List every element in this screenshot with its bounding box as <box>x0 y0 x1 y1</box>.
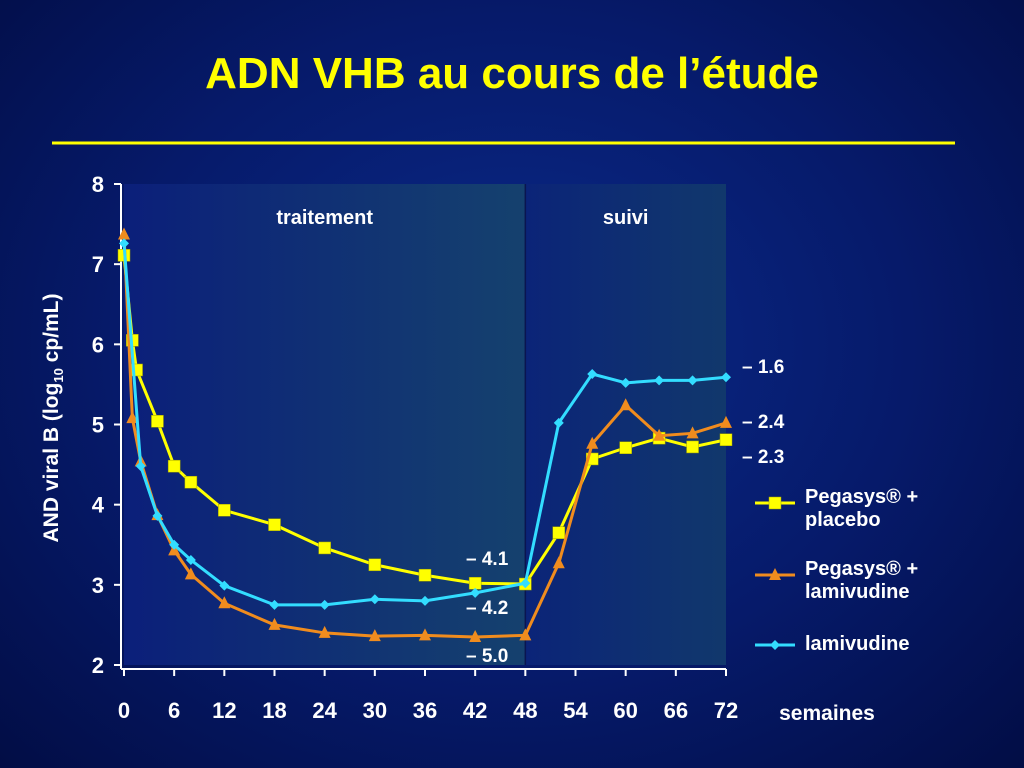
marker <box>319 599 330 610</box>
legend-label: lamivudine <box>805 633 910 655</box>
region-label: traitement <box>276 207 373 229</box>
marker <box>768 496 782 510</box>
annotation: – 4.1 <box>466 549 509 570</box>
marker <box>169 539 180 550</box>
marker <box>218 504 231 517</box>
x-tick-label: 0 <box>118 698 130 723</box>
marker <box>686 426 699 439</box>
marker <box>770 640 780 650</box>
y-tick-label: 3 <box>92 573 104 598</box>
annotation: – 2.3 <box>742 447 784 468</box>
marker <box>470 587 481 598</box>
marker <box>151 415 164 428</box>
y-tick-label: 4 <box>92 493 105 518</box>
annotation: – 5.0 <box>466 646 508 667</box>
y-tick-label: 7 <box>92 252 104 277</box>
marker <box>519 628 532 641</box>
y-tick-label: 6 <box>92 332 104 357</box>
marker <box>687 375 698 386</box>
y-tick-label: 5 <box>92 413 104 438</box>
region-label: suivi <box>603 207 649 229</box>
marker <box>369 594 380 605</box>
marker <box>269 599 280 610</box>
marker <box>619 398 632 411</box>
marker <box>318 625 331 638</box>
marker <box>720 415 732 428</box>
x-tick-label: 42 <box>463 698 487 723</box>
marker <box>219 580 230 591</box>
x-tick-label: 12 <box>212 698 236 723</box>
chart-title: ADN VHB au cours de l’étude <box>205 49 819 98</box>
y-tick-label: 2 <box>92 653 104 678</box>
marker <box>552 526 566 539</box>
marker <box>587 368 598 379</box>
y-label-sub: 10 <box>51 368 66 382</box>
marker <box>469 629 482 642</box>
marker <box>185 554 196 565</box>
marker <box>126 411 139 424</box>
x-tick-label: 72 <box>714 698 738 723</box>
x-tick-label: 36 <box>413 698 437 723</box>
annotation: – 2.4 <box>742 412 785 433</box>
x-tick-label: 66 <box>664 698 688 723</box>
x-axis-label: semaines <box>779 702 875 725</box>
marker <box>368 558 382 572</box>
marker <box>552 556 565 569</box>
y-label-part: cp/mL) <box>40 294 63 369</box>
marker <box>368 629 381 642</box>
marker <box>586 436 599 449</box>
marker <box>420 595 430 606</box>
marker <box>184 475 198 489</box>
x-tick-label: 60 <box>613 698 637 723</box>
series-line <box>122 243 727 607</box>
x-tick-label: 30 <box>363 698 387 723</box>
marker <box>318 541 331 555</box>
y-tick-label: 8 <box>92 172 104 197</box>
marker <box>135 461 146 472</box>
marker <box>419 628 431 641</box>
region-bg <box>124 184 526 665</box>
marker <box>268 518 281 531</box>
marker <box>119 238 129 249</box>
x-tick-label: 6 <box>168 698 180 723</box>
marker <box>418 568 432 582</box>
marker <box>553 417 564 428</box>
x-tick-label: 54 <box>563 698 588 723</box>
marker <box>721 372 731 383</box>
marker <box>620 377 631 388</box>
marker <box>653 428 666 441</box>
marker <box>520 578 531 589</box>
y-axis-label: AND viral B (log10 cp/mL) <box>40 294 66 543</box>
y-label-part: AND viral B (log <box>40 383 63 543</box>
marker <box>167 459 181 473</box>
marker <box>184 567 197 580</box>
marker <box>654 375 665 386</box>
marker <box>686 440 699 454</box>
x-tick-label: 24 <box>312 698 337 723</box>
marker <box>152 510 163 521</box>
marker <box>468 576 482 590</box>
marker <box>218 596 231 609</box>
annotation: – 4.2 <box>466 598 508 619</box>
marker <box>619 441 632 454</box>
x-tick-label: 48 <box>513 698 537 723</box>
marker <box>118 227 130 240</box>
legend-label: Pegasys® + placebo <box>805 486 919 531</box>
x-tick-label: 18 <box>262 698 286 723</box>
marker <box>719 433 733 446</box>
marker <box>268 617 281 630</box>
annotation: – 1.6 <box>742 357 784 378</box>
marker <box>769 568 781 580</box>
legend-label: Pegasys® + lamivudine <box>805 558 919 603</box>
